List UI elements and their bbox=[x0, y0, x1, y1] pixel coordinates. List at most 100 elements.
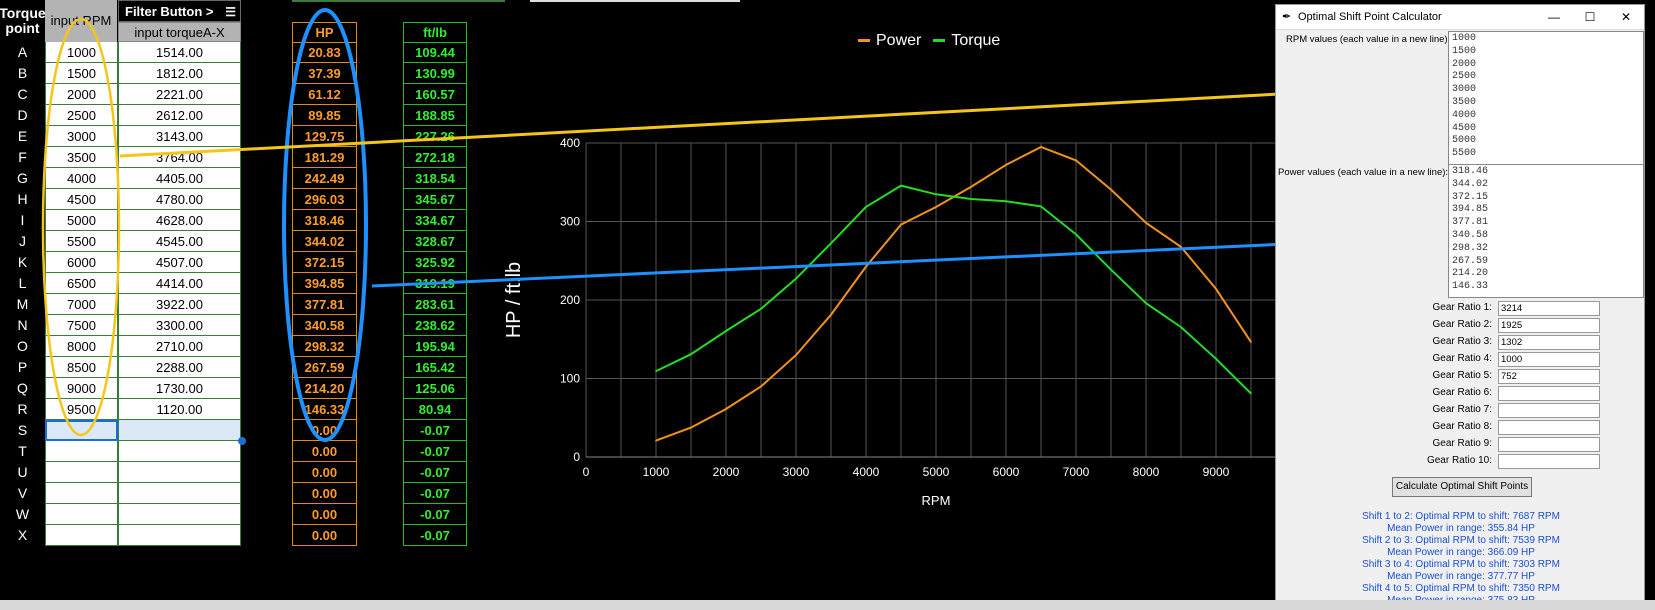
rpm-cell[interactable]: 8500 bbox=[45, 357, 118, 378]
torque-cell[interactable]: 1812.00 bbox=[118, 63, 241, 84]
mean-power-line: Mean Power in range: 366.09 HP bbox=[1387, 547, 1535, 558]
calculate-button[interactable]: Calculate Optimal Shift Points bbox=[1392, 477, 1532, 497]
gear-ratio-input[interactable] bbox=[1498, 386, 1600, 401]
rpm-cell[interactable]: 1500 bbox=[45, 63, 118, 84]
rpm-cell[interactable]: 7000 bbox=[45, 294, 118, 315]
rpm-cell[interactable] bbox=[45, 441, 118, 462]
rpm-cell[interactable] bbox=[45, 420, 118, 441]
rpm-cell[interactable]: 9000 bbox=[45, 378, 118, 399]
torque-cell[interactable]: 4545.00 bbox=[118, 231, 241, 252]
gear-ratio-label: Gear Ratio 4: bbox=[1432, 353, 1492, 364]
data-point-torque bbox=[1110, 268, 1112, 271]
gear-ratio-input[interactable] bbox=[1498, 420, 1600, 435]
series-line-torque bbox=[655, 184, 1252, 395]
torque-cell[interactable]: 2221.00 bbox=[118, 84, 241, 105]
data-point-torque bbox=[655, 370, 657, 372]
power-values-textarea[interactable]: 318.46 344.02 372.15 394.85 377.81 340.5… bbox=[1448, 164, 1644, 298]
ftlb-cell: 227.26 bbox=[403, 126, 467, 147]
torque-cell[interactable] bbox=[118, 525, 241, 546]
gear-ratio-input[interactable] bbox=[1498, 437, 1600, 452]
data-point-torque bbox=[1215, 358, 1217, 360]
torque-column-header[interactable]: input torqueA-X bbox=[118, 22, 241, 42]
rpm-cell[interactable]: 5500 bbox=[45, 231, 118, 252]
rpm-cell[interactable]: 2000 bbox=[45, 84, 118, 105]
rpm-cell[interactable]: 6500 bbox=[45, 273, 118, 294]
torque-cell[interactable]: 2710.00 bbox=[118, 336, 241, 357]
rpm-cell[interactable]: 1000 bbox=[45, 42, 118, 63]
rpm-values-label: RPM values (each value in a new line): bbox=[1286, 34, 1451, 45]
window-titlebar[interactable]: ✒ Optimal Shift Point Calculator — ☐ ✕ bbox=[1276, 5, 1644, 30]
ftlb-cell: 334.67 bbox=[403, 210, 467, 231]
data-point-power bbox=[690, 426, 692, 429]
gear-ratio-input[interactable] bbox=[1498, 403, 1600, 418]
filter-button[interactable]: Filter Button > ☰ bbox=[118, 0, 241, 22]
minimize-button[interactable]: — bbox=[1548, 10, 1560, 24]
data-point-power bbox=[760, 385, 762, 388]
rpm-values-textarea[interactable]: 1000 1500 2000 2500 3000 3500 4000 4500 … bbox=[1448, 31, 1644, 165]
rpm-cell[interactable]: 2500 bbox=[45, 105, 118, 126]
rpm-cell[interactable] bbox=[45, 525, 118, 546]
gear-ratio-input[interactable] bbox=[1498, 454, 1600, 469]
ftlb-cell: 318.54 bbox=[403, 168, 467, 189]
torque-cell[interactable]: 1730.00 bbox=[118, 378, 241, 399]
hp-cell: 318.46 bbox=[292, 210, 357, 231]
torque-cell[interactable]: 4405.00 bbox=[118, 168, 241, 189]
hp-cell: 340.58 bbox=[292, 315, 357, 336]
gear-ratio-input[interactable]: 1925 bbox=[1498, 318, 1600, 333]
rpm-cell[interactable]: 5000 bbox=[45, 210, 118, 231]
torque-cell[interactable]: 1514.00 bbox=[118, 42, 241, 63]
fill-handle[interactable] bbox=[238, 437, 246, 445]
hp-cell: 296.03 bbox=[292, 189, 357, 210]
torque-cell[interactable] bbox=[118, 420, 241, 441]
data-point-torque bbox=[1075, 233, 1077, 236]
row-label: R bbox=[0, 399, 45, 420]
x-tick-label: 5000 bbox=[923, 465, 950, 479]
hp-cell: 372.15 bbox=[292, 252, 357, 273]
row-label: N bbox=[0, 315, 45, 336]
rpm-cell[interactable] bbox=[45, 462, 118, 483]
torque-cell[interactable] bbox=[118, 441, 241, 462]
torque-cell[interactable]: 3922.00 bbox=[118, 294, 241, 315]
data-point-torque bbox=[900, 184, 902, 187]
ftlb-cell: -0.07 bbox=[403, 462, 467, 483]
torque-cell[interactable]: 4628.00 bbox=[118, 210, 241, 231]
ftlb-cell: -0.07 bbox=[403, 483, 467, 504]
rpm-column-header[interactable]: input RPM bbox=[45, 0, 117, 42]
ftlb-cell: 345.67 bbox=[403, 189, 467, 210]
rpm-cell[interactable]: 6000 bbox=[45, 252, 118, 273]
torque-cell[interactable]: 4414.00 bbox=[118, 273, 241, 294]
gear-ratio-input[interactable]: 752 bbox=[1498, 369, 1600, 384]
ftlb-cell: 130.99 bbox=[403, 63, 467, 84]
torque-cell[interactable] bbox=[118, 462, 241, 483]
torque-cell[interactable]: 2612.00 bbox=[118, 105, 241, 126]
gear-ratio-input[interactable]: 3214 bbox=[1498, 301, 1600, 316]
gear-ratio-input[interactable]: 1000 bbox=[1498, 352, 1600, 367]
rpm-cell[interactable]: 4500 bbox=[45, 189, 118, 210]
close-button[interactable]: ✕ bbox=[1620, 10, 1632, 24]
rpm-cell[interactable]: 3000 bbox=[45, 126, 118, 147]
torque-cell[interactable]: 2288.00 bbox=[118, 357, 241, 378]
rpm-cell[interactable] bbox=[45, 504, 118, 525]
rpm-cell[interactable]: 3500 bbox=[45, 147, 118, 168]
rpm-cell[interactable] bbox=[45, 483, 118, 504]
torque-cell[interactable]: 3300.00 bbox=[118, 315, 241, 336]
legend-swatch-torque bbox=[933, 39, 946, 43]
row-label: P bbox=[0, 357, 45, 378]
filter-icon[interactable]: ☰ bbox=[225, 5, 236, 19]
torque-cell[interactable]: 1120.00 bbox=[118, 399, 241, 420]
torque-cell[interactable]: 4507.00 bbox=[118, 252, 241, 273]
data-point-torque bbox=[760, 307, 762, 310]
maximize-button[interactable]: ☐ bbox=[1584, 10, 1596, 24]
rpm-cell[interactable]: 7500 bbox=[45, 315, 118, 336]
rpm-cell[interactable]: 8000 bbox=[45, 336, 118, 357]
torque-cell[interactable]: 4780.00 bbox=[118, 189, 241, 210]
gear-ratio-input[interactable]: 1302 bbox=[1498, 335, 1600, 350]
torque-cell[interactable] bbox=[118, 483, 241, 504]
torque-cell[interactable]: 3764.00 bbox=[118, 147, 241, 168]
y-tick-label: 100 bbox=[560, 372, 580, 386]
rpm-cell[interactable]: 4000 bbox=[45, 168, 118, 189]
torque-cell[interactable]: 3143.00 bbox=[118, 126, 241, 147]
row-label: V bbox=[0, 483, 45, 504]
torque-cell[interactable] bbox=[118, 504, 241, 525]
rpm-cell[interactable]: 9500 bbox=[45, 399, 118, 420]
